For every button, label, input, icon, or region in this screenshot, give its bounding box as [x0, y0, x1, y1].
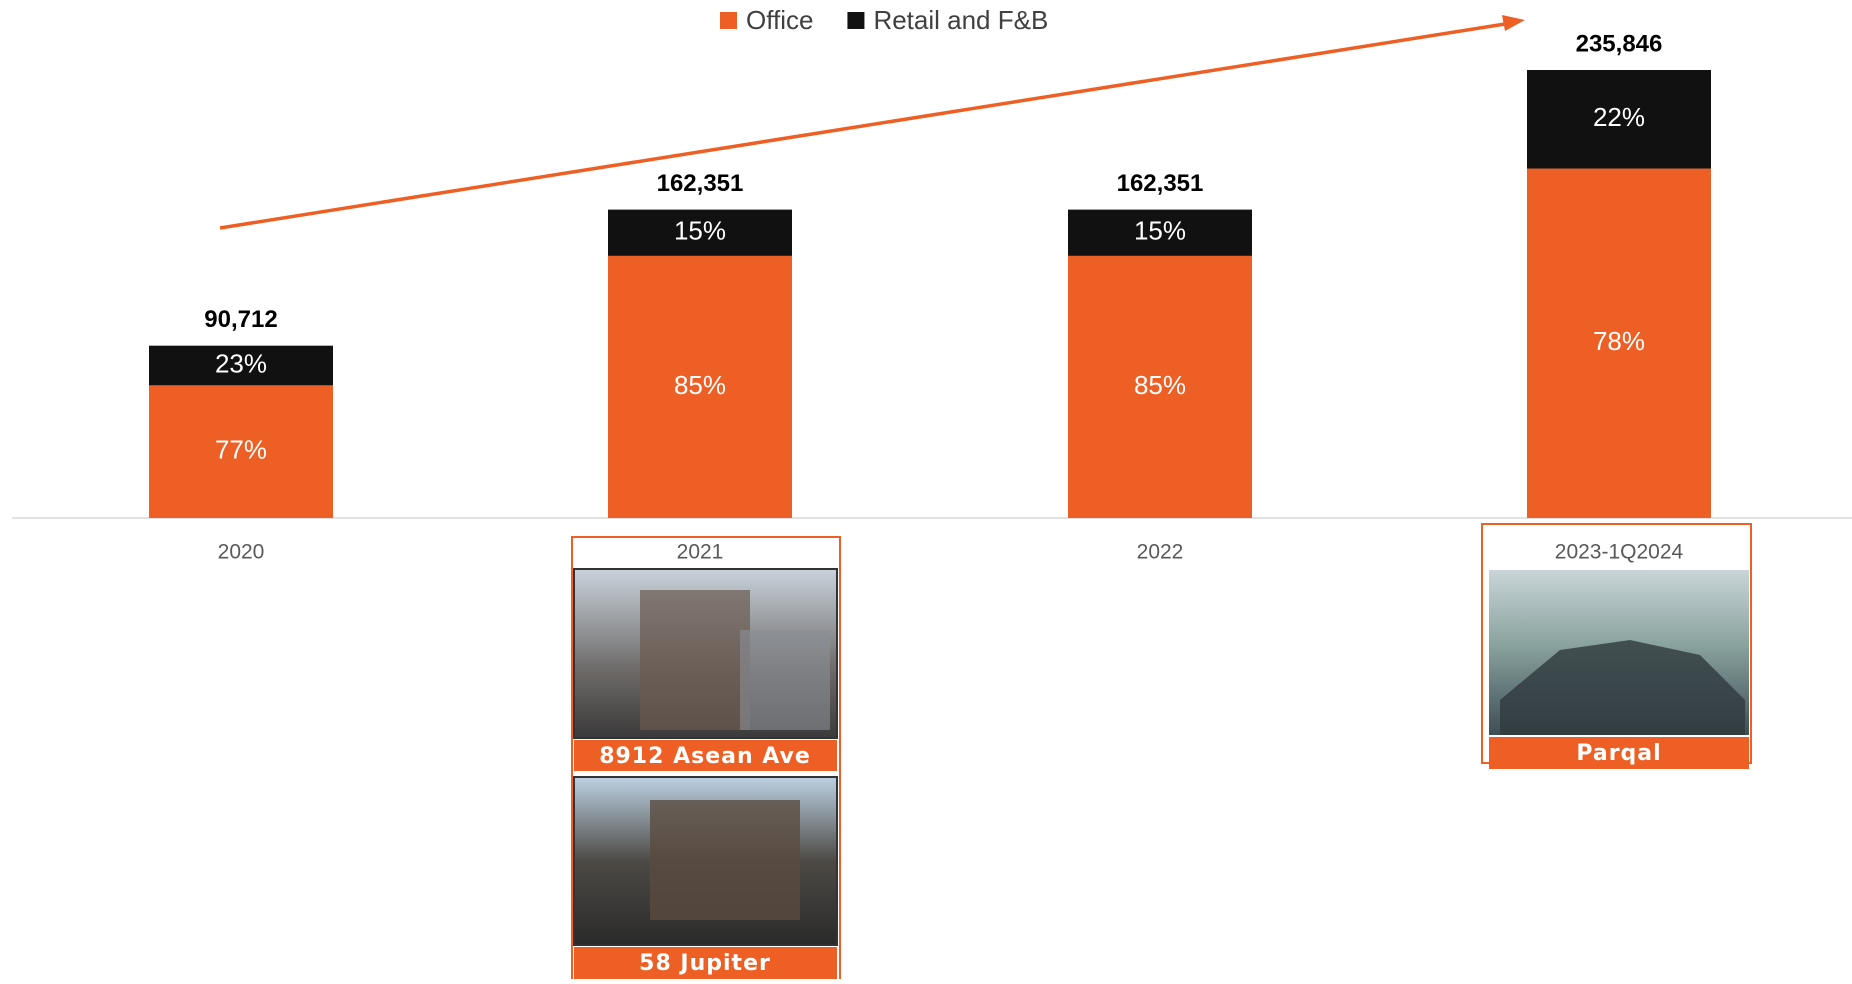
- caption-bg: [574, 947, 837, 979]
- legend-label: Retail and F&B: [873, 5, 1048, 35]
- bar-segment: [1068, 209, 1252, 256]
- total-label: 90,712: [204, 306, 277, 333]
- segment-label: 85%: [1134, 370, 1186, 400]
- bar-segment: [608, 255, 792, 519]
- segment-label: 78%: [1593, 326, 1645, 356]
- building: [1500, 640, 1745, 735]
- total-label: 162,351: [1117, 170, 1204, 197]
- total-label: 235,846: [1576, 30, 1663, 57]
- building: [650, 800, 800, 920]
- bar-segment: [149, 345, 333, 386]
- bar-segment: [149, 385, 333, 518]
- segment-label: 22%: [1593, 102, 1645, 132]
- legend-label: Office: [746, 5, 813, 35]
- arrow-head: [1502, 15, 1525, 31]
- bar-segment: [1527, 168, 1711, 518]
- building: [740, 630, 830, 730]
- legend-swatch: [847, 12, 865, 29]
- project-caption: Parqal: [1576, 741, 1661, 766]
- bar-segment: [1527, 70, 1711, 169]
- legend-swatch: [720, 12, 737, 29]
- caption-bg: [574, 740, 837, 771]
- x-tick-label: 2023-1Q2024: [1555, 541, 1684, 564]
- segment-label: 77%: [215, 435, 267, 465]
- project-caption: 8912 Asean Ave: [599, 744, 811, 769]
- building: [640, 590, 750, 730]
- segment-label: 23%: [215, 348, 267, 378]
- trend-arrow: [219, 22, 1506, 230]
- segment-label: 15%: [674, 216, 726, 246]
- x-tick-label: 2022: [1137, 541, 1184, 564]
- x-tick-label: 2020: [218, 541, 265, 564]
- total-label: 162,351: [657, 170, 744, 197]
- bar-segment: [608, 209, 792, 256]
- project-caption: 58 Jupiter: [639, 951, 771, 976]
- segment-label: 15%: [1134, 216, 1186, 246]
- segment-label: 85%: [674, 370, 726, 400]
- caption-bg: [1489, 737, 1749, 769]
- x-tick-label: 2021: [677, 541, 724, 564]
- bar-segment: [1068, 255, 1252, 519]
